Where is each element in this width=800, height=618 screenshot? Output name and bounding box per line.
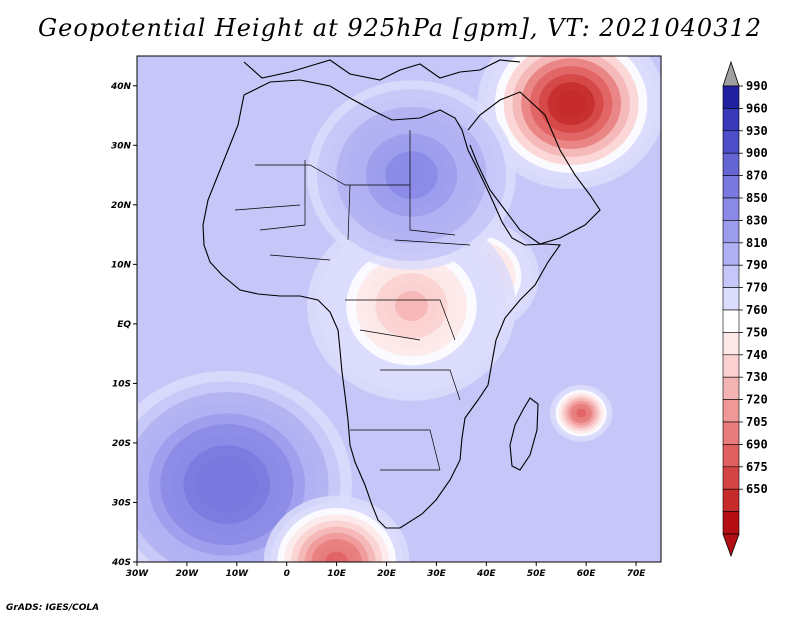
lat-tick-label: 10N <box>111 260 132 270</box>
colorbar-box <box>722 108 740 132</box>
map-title: Geopotential Height at 925hPa [gpm], VT:… <box>38 14 762 42</box>
colorbar-label: 790 <box>746 258 768 272</box>
colorbar-label: 830 <box>746 213 768 227</box>
field-feature <box>477 56 661 189</box>
height-field <box>137 56 661 562</box>
colorbar-label: 770 <box>746 281 768 295</box>
arabia-coastline <box>467 91 601 245</box>
lon-tick-label: 70E <box>627 569 647 579</box>
colorbar-box <box>722 511 740 535</box>
colorbar-box <box>722 399 740 423</box>
lon-tick-label: 50E <box>527 569 547 579</box>
latitude-axis: 40N 30N 20N 10N EQ 10S 20S 30S 40S <box>110 82 137 568</box>
colorbar-label: 650 <box>746 482 768 496</box>
colorbar-label: 900 <box>746 146 768 160</box>
colorbar-label: 730 <box>746 370 768 384</box>
lon-tick-label: 20W <box>176 569 200 579</box>
plot-frame <box>136 55 662 563</box>
lat-tick-label: 40S <box>111 558 131 568</box>
lat-tick-label: EQ <box>117 320 131 330</box>
lon-tick-label: 60E <box>577 569 597 579</box>
colorbar-top-arrow <box>722 60 740 87</box>
colorbar-label: 960 <box>746 101 768 115</box>
coastlines <box>202 59 601 529</box>
lat-tick-label: 30N <box>111 141 132 151</box>
colorbar-label: 850 <box>746 191 768 205</box>
colorbar-label: 675 <box>746 460 768 474</box>
field-feature <box>307 211 516 401</box>
country-borders <box>234 130 471 471</box>
colorbar-box <box>722 309 740 333</box>
field-feature <box>137 370 352 562</box>
colorbar-label: 760 <box>746 303 768 317</box>
colorbar-box <box>722 175 740 199</box>
colorbar-box <box>722 466 740 490</box>
field-feature <box>307 80 516 270</box>
field-feature <box>549 384 613 442</box>
lat-tick-label: 20S <box>112 439 131 449</box>
colorbar-box <box>722 376 740 400</box>
africa-coastline <box>202 79 562 529</box>
lon-tick-label: 30W <box>126 569 150 579</box>
lon-tick-label: 10W <box>226 569 250 579</box>
colorbar-box <box>722 197 740 221</box>
longitude-axis: 30W 20W 10W 0 10E 20E 30E 40E 50E 60E 70E <box>126 562 646 579</box>
colorbar-label: 990 <box>746 79 768 93</box>
lon-tick-label: 20E <box>377 569 397 579</box>
colorbar-box <box>722 152 740 176</box>
colorbar-label: 690 <box>746 437 768 451</box>
colorbar-bottom-arrow <box>722 533 740 558</box>
lon-tick-label: 40E <box>476 569 497 579</box>
colorbar-box <box>722 332 740 356</box>
lon-tick-label: 30E <box>427 569 447 579</box>
lat-tick-label: 30S <box>112 498 131 508</box>
colorbar-box <box>722 444 740 468</box>
colorbar-box <box>722 242 740 266</box>
grads-credit: GrADS: IGES/COLA <box>6 603 100 613</box>
colorbar-box <box>722 264 740 288</box>
colorbar-box <box>722 421 740 445</box>
colorbar-box <box>722 354 740 378</box>
colorbar-box <box>722 85 740 109</box>
colorbar-box <box>722 287 740 311</box>
colorbar-box <box>722 130 740 154</box>
field-feature <box>263 495 410 562</box>
madagascar-coastline <box>509 397 539 471</box>
colorbar-label: 810 <box>746 236 768 250</box>
lat-tick-label: 40N <box>110 82 132 92</box>
lon-tick-label: 10E <box>327 569 347 579</box>
europe-coastline <box>243 59 521 81</box>
colorbar-label: 930 <box>746 124 768 138</box>
colorbar-box <box>722 220 740 244</box>
lat-tick-label: 20N <box>111 201 132 211</box>
colorbar: 990 960 930 900 870 850 830 810 790 770 760 750 740 7… <box>722 60 768 558</box>
lat-tick-label: 10S <box>112 379 131 389</box>
colorbar-label: 720 <box>746 393 768 407</box>
lon-tick-label: 0 <box>284 569 290 579</box>
colorbar-label: 870 <box>746 169 768 183</box>
colorbar-box <box>722 488 740 512</box>
colorbar-label: 740 <box>746 348 768 362</box>
colorbar-label: 750 <box>746 325 768 339</box>
colorbar-label: 705 <box>746 415 768 429</box>
